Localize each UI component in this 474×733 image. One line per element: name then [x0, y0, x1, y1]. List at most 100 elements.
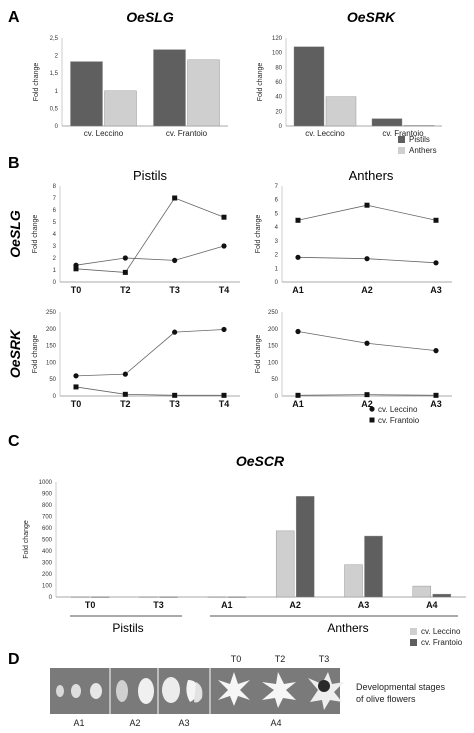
photo-a4	[218, 672, 344, 710]
point-cv-leccino-t3	[172, 257, 178, 263]
point-cv-leccino-a3	[433, 260, 439, 266]
point-cv-leccino-a3	[433, 348, 439, 354]
b1-x-label: T2	[120, 285, 131, 295]
bar-cv-leccino-a1	[207, 596, 227, 598]
b3-ytick: 50	[49, 377, 56, 383]
a1-ytick: 0,5	[50, 106, 59, 112]
bar-cv-frantoio-t0	[90, 596, 110, 598]
b1-ytick: 0	[53, 280, 57, 286]
b4-ylabel: Fold change	[255, 335, 262, 374]
point-cv-leccino-t2	[122, 255, 128, 261]
point-cv-leccino-t4	[221, 326, 227, 333]
b3-ytick: 150	[46, 344, 57, 350]
c-ytick: 200	[42, 572, 53, 578]
point-cv-leccino-a1	[295, 328, 301, 335]
b4-ytick: 200	[268, 327, 279, 333]
legend-label-cv-frantoio: cv. Frantoio	[421, 638, 463, 647]
b1-ytick: 7	[53, 196, 57, 202]
b2-x-label: A1	[292, 285, 304, 295]
point-cv-frantoio-a3	[433, 392, 439, 398]
point-cv-frantoio-t0	[73, 266, 79, 272]
b3-x-label: T2	[120, 399, 131, 409]
bar-cv-leccino-a2	[275, 530, 295, 598]
b1-x-label: T3	[169, 285, 180, 295]
group-label-pistils: Pistils	[112, 621, 143, 635]
b1-title: Pistils	[133, 168, 167, 183]
b2-ytick: 0	[275, 280, 279, 286]
point-cv-frantoio-t3	[172, 195, 178, 201]
b1-ytick: 1	[53, 268, 57, 274]
bar-pistils-cv-frantoio	[371, 118, 403, 127]
stage-label-a4: A4	[270, 718, 281, 728]
c-ytick: 800	[42, 503, 53, 509]
point-cv-leccino-t4	[221, 243, 227, 249]
line-cv-frantoio	[75, 386, 224, 396]
a1-category-label: cv. Leccino	[84, 129, 124, 138]
c-ylabel: Fold change	[23, 520, 30, 559]
c-category-label: T0	[85, 600, 96, 610]
b2-ytick: 4	[275, 225, 279, 231]
b4-ytick: 50	[271, 377, 278, 383]
point-cv-leccino-a1	[295, 254, 301, 260]
b4-x-label: A1	[292, 399, 304, 409]
point-cv-leccino-t0	[73, 373, 79, 379]
point-cv-frantoio-t2	[122, 391, 128, 397]
a2-category-label: cv. Leccino	[305, 129, 345, 138]
a1-title: OeSLG	[126, 9, 174, 25]
point-cv-frantoio-a2	[364, 392, 370, 398]
a1-ylabel: Fold change	[33, 63, 40, 102]
legend-marker-circle	[369, 406, 375, 412]
a1-ytick: 2	[55, 54, 59, 60]
photo-a3	[162, 677, 203, 703]
b3-x-label: T0	[71, 399, 82, 409]
b4-ytick: 250	[268, 310, 279, 316]
a2-ytick: 80	[275, 65, 282, 71]
b3-x-label: T4	[219, 399, 230, 409]
flower-photo-strip	[50, 668, 344, 714]
a2-ytick: 0	[279, 124, 283, 130]
bar-cv-leccino-a4	[412, 585, 432, 598]
b3-ytick: 250	[46, 310, 57, 316]
c-ytick: 700	[42, 515, 53, 521]
point-cv-leccino-a2	[364, 340, 370, 346]
point-cv-frantoio-a2	[364, 202, 370, 208]
point-cv-frantoio-t3	[172, 392, 178, 398]
a2-category-label: cv. Frantoio	[382, 129, 424, 138]
point-cv-frantoio-a1	[295, 217, 301, 223]
bar-pistils-cv-frantoio	[153, 49, 186, 127]
line-cv-leccino	[75, 245, 225, 266]
caption-line-1: Developmental stages	[356, 682, 446, 692]
a1-ytick: 2,5	[50, 36, 59, 42]
legend-label-cv-frantoio: cv. Frantoio	[378, 416, 420, 425]
b1-ytick: 8	[53, 184, 57, 190]
b2-title: Anthers	[349, 168, 394, 183]
c-ytick: 900	[42, 492, 53, 498]
line-cv-frantoio	[75, 197, 225, 273]
b1-ytick: 4	[53, 232, 57, 238]
bar-pistils-cv-leccino	[70, 61, 103, 127]
bar-anthers-cv-leccino	[325, 96, 357, 127]
bar-cv-frantoio-t3	[159, 596, 178, 598]
stage-label-a2: A2	[129, 718, 140, 728]
b3-row-label: OeSRK	[7, 329, 23, 378]
b1-ytick: 2	[53, 256, 57, 262]
stage-label-t2: T2	[275, 654, 286, 664]
legend-label-cv-leccino: cv. Leccino	[378, 405, 418, 414]
b2-x-label: A2	[361, 285, 373, 295]
a2-ylabel: Fold change	[257, 63, 264, 102]
bar-cv-leccino-t0	[70, 596, 90, 598]
stage-label-a1: A1	[73, 718, 84, 728]
bar-cv-frantoio-a1	[227, 596, 247, 598]
c-ytick: 500	[42, 538, 53, 544]
point-cv-leccino-a2	[364, 256, 370, 262]
a1-ytick: 1	[55, 89, 59, 95]
a2-ytick: 100	[272, 51, 283, 57]
b2-ytick: 7	[275, 184, 279, 190]
bar-cv-frantoio-a4	[432, 593, 452, 598]
bar-anthers-cv-leccino	[104, 90, 137, 127]
a2-ytick: 40	[275, 95, 282, 101]
chart-oesrk-pistils: OeSRK 0 50 100 150 200 250 Fold change T0 T2 T3 T4	[7, 310, 240, 409]
panel-letter-b: B	[8, 155, 20, 172]
b2-ytick: 6	[275, 198, 279, 204]
